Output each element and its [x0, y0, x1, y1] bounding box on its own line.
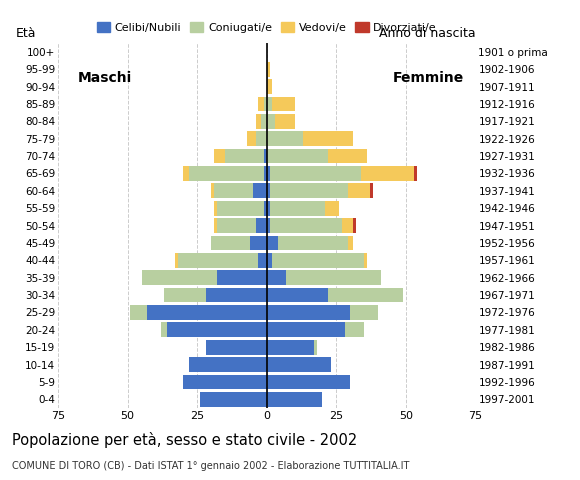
- Bar: [267, 288, 328, 302]
- Bar: [267, 270, 287, 285]
- Bar: [267, 305, 350, 320]
- Bar: [267, 149, 328, 164]
- Bar: [350, 305, 378, 320]
- Bar: [267, 79, 273, 94]
- Bar: [347, 183, 370, 198]
- Bar: [267, 218, 270, 233]
- Bar: [217, 201, 264, 216]
- Bar: [161, 323, 166, 337]
- Bar: [211, 183, 214, 198]
- Bar: [177, 253, 259, 268]
- Bar: [214, 201, 217, 216]
- Text: Femmine: Femmine: [393, 71, 464, 85]
- Bar: [267, 132, 303, 146]
- Bar: [328, 288, 403, 302]
- Bar: [256, 218, 267, 233]
- Bar: [214, 183, 253, 198]
- Bar: [328, 149, 367, 164]
- Bar: [414, 166, 417, 181]
- Bar: [267, 357, 331, 372]
- Text: Popolazione per età, sesso e stato civile - 2002: Popolazione per età, sesso e stato civil…: [12, 432, 357, 448]
- Bar: [270, 166, 361, 181]
- Bar: [287, 270, 381, 285]
- Bar: [267, 340, 314, 355]
- Bar: [259, 253, 267, 268]
- Bar: [267, 62, 270, 77]
- Bar: [214, 218, 217, 233]
- Bar: [325, 201, 339, 216]
- Bar: [214, 149, 225, 164]
- Bar: [259, 96, 264, 111]
- Bar: [353, 218, 356, 233]
- Bar: [175, 253, 177, 268]
- Bar: [142, 270, 217, 285]
- Bar: [200, 392, 267, 407]
- Bar: [247, 132, 256, 146]
- Bar: [303, 132, 353, 146]
- Bar: [211, 236, 250, 251]
- Bar: [217, 270, 267, 285]
- Bar: [264, 149, 267, 164]
- Text: COMUNE DI TORO (CB) - Dati ISTAT 1° gennaio 2002 - Elaborazione TUTTITALIA.IT: COMUNE DI TORO (CB) - Dati ISTAT 1° genn…: [12, 461, 409, 471]
- Bar: [361, 166, 414, 181]
- Bar: [267, 323, 345, 337]
- Bar: [267, 96, 273, 111]
- Bar: [267, 374, 350, 389]
- Bar: [164, 288, 205, 302]
- Bar: [189, 357, 267, 372]
- Bar: [264, 166, 267, 181]
- Bar: [253, 183, 267, 198]
- Bar: [347, 236, 353, 251]
- Bar: [270, 218, 342, 233]
- Bar: [166, 323, 267, 337]
- Text: Maschi: Maschi: [78, 71, 132, 85]
- Bar: [205, 288, 267, 302]
- Bar: [278, 236, 347, 251]
- Bar: [217, 218, 256, 233]
- Bar: [273, 253, 364, 268]
- Text: Età: Età: [16, 26, 37, 39]
- Bar: [364, 253, 367, 268]
- Bar: [270, 183, 347, 198]
- Bar: [345, 323, 364, 337]
- Bar: [264, 201, 267, 216]
- Bar: [267, 392, 322, 407]
- Bar: [147, 305, 267, 320]
- Bar: [275, 114, 295, 129]
- Bar: [267, 253, 273, 268]
- Legend: Celibi/Nubili, Coniugati/e, Vedovi/e, Divorziati/e: Celibi/Nubili, Coniugati/e, Vedovi/e, Di…: [92, 18, 441, 37]
- Bar: [264, 96, 267, 111]
- Bar: [273, 96, 295, 111]
- Bar: [267, 166, 270, 181]
- Bar: [225, 149, 264, 164]
- Bar: [189, 166, 264, 181]
- Bar: [370, 183, 372, 198]
- Bar: [183, 374, 267, 389]
- Bar: [250, 236, 267, 251]
- Text: Anno di nascita: Anno di nascita: [379, 26, 476, 39]
- Bar: [256, 132, 267, 146]
- Bar: [342, 218, 353, 233]
- Bar: [130, 305, 147, 320]
- Bar: [267, 236, 278, 251]
- Bar: [314, 340, 317, 355]
- Bar: [256, 114, 261, 129]
- Bar: [261, 114, 267, 129]
- Bar: [205, 340, 267, 355]
- Bar: [267, 114, 275, 129]
- Bar: [270, 201, 325, 216]
- Bar: [267, 201, 270, 216]
- Bar: [183, 166, 189, 181]
- Bar: [267, 183, 270, 198]
